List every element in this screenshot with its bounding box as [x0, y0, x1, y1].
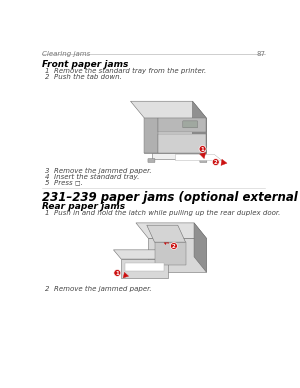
Text: Front paper jams: Front paper jams — [42, 61, 128, 69]
Text: 231–239 paper jams (optional external duplex unit): 231–239 paper jams (optional external du… — [42, 191, 300, 204]
Polygon shape — [125, 263, 164, 270]
Polygon shape — [154, 242, 185, 265]
Text: 1  Remove the standard tray from the printer.: 1 Remove the standard tray from the prin… — [45, 68, 206, 74]
Text: 1  Push in and hold the latch while pulling up the rear duplex door.: 1 Push in and hold the latch while pulli… — [45, 210, 280, 216]
Text: 3  Remove the jammed paper.: 3 Remove the jammed paper. — [45, 168, 152, 174]
Text: 4  Insert the standard tray.: 4 Insert the standard tray. — [45, 173, 140, 180]
Text: Clearing jams: Clearing jams — [42, 51, 90, 57]
Circle shape — [170, 242, 177, 249]
Polygon shape — [121, 259, 168, 278]
Text: 2  Push the tab down.: 2 Push the tab down. — [45, 73, 122, 80]
Polygon shape — [136, 223, 206, 238]
Text: 1: 1 — [116, 271, 119, 275]
Text: 2  Remove the jammed paper.: 2 Remove the jammed paper. — [45, 286, 152, 292]
Text: 2: 2 — [172, 244, 176, 249]
FancyBboxPatch shape — [183, 121, 197, 128]
Polygon shape — [158, 133, 206, 153]
Text: 5  Press ◻.: 5 Press ◻. — [45, 179, 83, 185]
Polygon shape — [113, 250, 168, 259]
Polygon shape — [145, 118, 206, 153]
Text: 1: 1 — [201, 147, 205, 152]
Polygon shape — [147, 225, 185, 242]
Circle shape — [199, 146, 206, 152]
Polygon shape — [152, 153, 206, 159]
Polygon shape — [158, 118, 206, 132]
FancyBboxPatch shape — [148, 159, 155, 163]
Text: 2: 2 — [214, 160, 217, 165]
Text: Rear paper jams: Rear paper jams — [42, 202, 125, 211]
FancyBboxPatch shape — [200, 159, 207, 163]
Circle shape — [212, 159, 219, 166]
Circle shape — [114, 270, 121, 276]
Polygon shape — [145, 118, 158, 153]
Polygon shape — [193, 101, 206, 153]
Polygon shape — [148, 238, 206, 272]
Text: 87: 87 — [256, 51, 266, 57]
Polygon shape — [194, 223, 206, 272]
Polygon shape — [176, 154, 222, 161]
Polygon shape — [130, 101, 206, 118]
